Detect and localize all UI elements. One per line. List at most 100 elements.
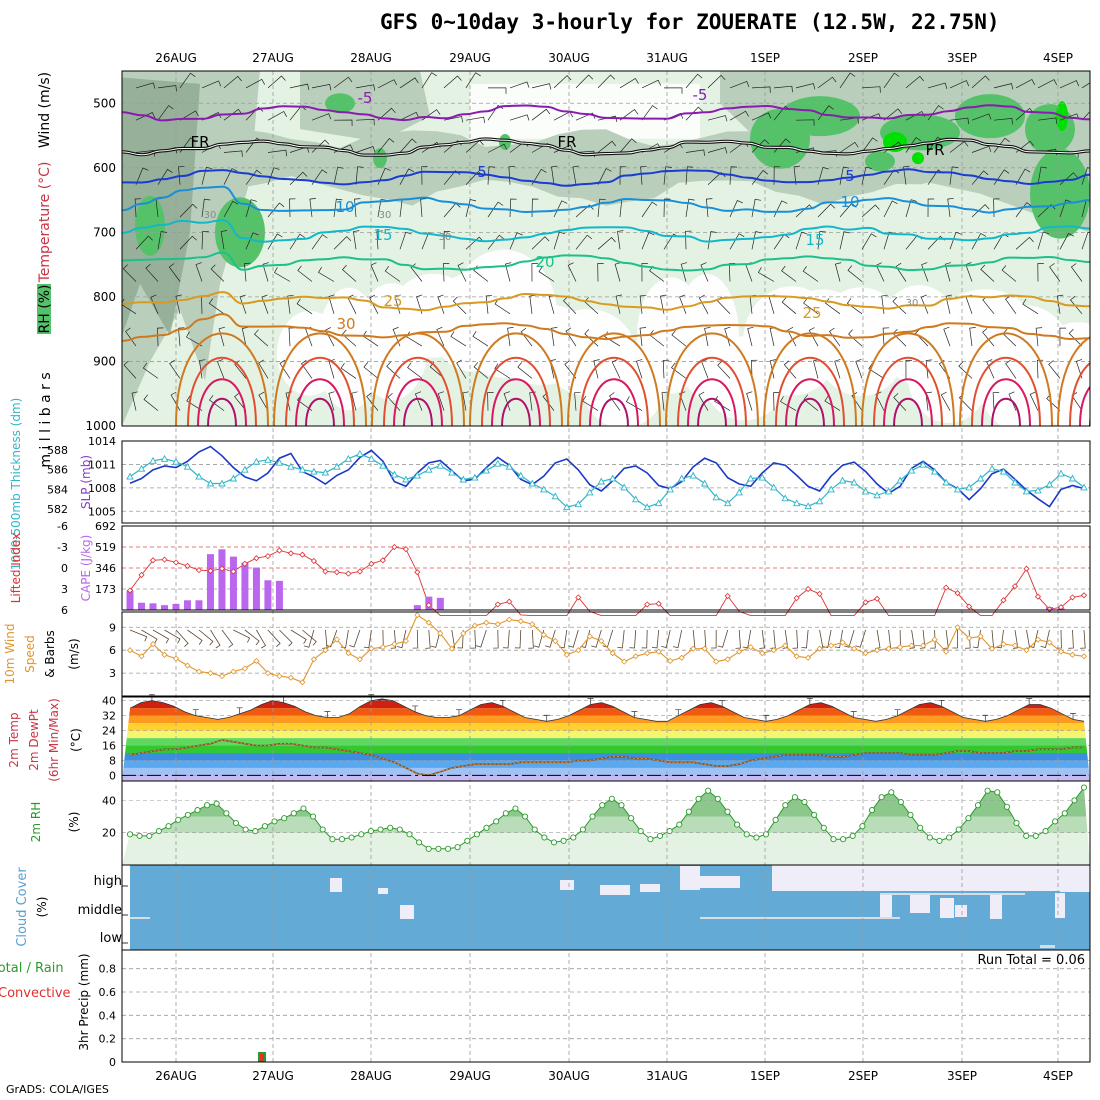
wind-barb <box>597 263 604 282</box>
wind-barb <box>636 359 643 379</box>
wind10m-point <box>310 656 317 663</box>
wind-barb <box>201 230 209 250</box>
wind-barb <box>399 77 419 89</box>
wind-barb <box>234 392 247 411</box>
wind-barb <box>1015 79 1036 89</box>
wind-barb <box>318 267 335 282</box>
precip-tick-label: 0.6 <box>99 986 117 999</box>
thickness-point <box>919 460 927 468</box>
pressure-tick-label: 500 <box>93 96 116 110</box>
rh2m-point <box>261 823 268 830</box>
contour-label: 5 <box>845 167 855 185</box>
wind10m-point <box>851 645 858 652</box>
rh2m-point <box>290 810 297 817</box>
wind-barb <box>399 111 420 121</box>
wind-barb <box>707 147 728 154</box>
rh2m-point <box>734 821 741 828</box>
wind-barb <box>855 358 863 379</box>
wind-barb <box>817 76 837 89</box>
temperature-contour <box>122 219 1090 243</box>
rh2m-point <box>358 831 365 838</box>
rh-mid-patch <box>300 71 430 142</box>
wind-barb <box>487 166 496 185</box>
temp-line <box>129 698 1085 722</box>
slp-tick-label: 1008 <box>88 482 116 495</box>
heat-contour <box>273 332 367 426</box>
wind-barb <box>465 236 484 250</box>
wind-barb <box>517 362 533 379</box>
wind10m-barb <box>1056 629 1062 649</box>
wind10m-barb <box>952 629 958 649</box>
rh2m-point <box>637 828 644 835</box>
wind-barb <box>254 329 269 347</box>
wind-barb <box>494 363 511 379</box>
thickness-point <box>356 449 364 457</box>
contour-label: 30 <box>204 210 217 221</box>
wind10m-point <box>276 673 283 680</box>
wind-barb <box>639 327 647 347</box>
wind10m-point <box>793 653 800 660</box>
heat-contour <box>393 378 443 426</box>
wind-barb <box>793 165 801 185</box>
wind-barb <box>700 262 709 282</box>
wind-barb <box>824 395 841 411</box>
thickness-tick-label: 584 <box>47 483 68 496</box>
wind10m-barb <box>390 629 397 649</box>
wind10m-barb <box>834 629 843 649</box>
wind-barb <box>1037 204 1056 218</box>
temp-band <box>122 723 1090 731</box>
wind-barb <box>1081 167 1090 185</box>
wind10m-point <box>368 645 375 652</box>
chart-title: GFS 0~10day 3-hourly for ZOUERATE (12.5W… <box>380 10 1000 34</box>
wind-barb <box>780 396 797 411</box>
wind-barb <box>485 294 493 314</box>
wind-barb <box>1081 111 1090 121</box>
wind-barb <box>342 264 357 282</box>
rh2m-point <box>348 834 355 841</box>
wind-barb <box>921 262 929 282</box>
cape-tick-label: 173 <box>95 583 116 596</box>
thickness-point <box>126 472 134 480</box>
rh2m-point <box>512 805 519 812</box>
wind-barb <box>993 198 1000 218</box>
wind10m-barb <box>689 629 696 649</box>
rh2m-point <box>223 810 230 817</box>
wind10m-point <box>506 616 513 623</box>
wind-barb <box>787 326 797 347</box>
rh2m-point <box>165 823 172 830</box>
wind-barb <box>945 294 952 314</box>
rh2m-point <box>329 836 336 843</box>
rh2m-point <box>599 802 606 809</box>
lifted-index-point <box>414 569 421 576</box>
wind-barb <box>839 141 859 153</box>
top-day-label: 4SEP <box>1043 51 1073 65</box>
temp-minmax-whisker <box>1026 698 1033 705</box>
temp-minmax-whisker <box>412 705 419 712</box>
wind-barb <box>1048 360 1061 379</box>
run-total-label: Run Total = 0.06 <box>977 953 1085 968</box>
thickness-point <box>976 474 985 482</box>
panel-frame <box>121 525 1091 611</box>
wind10m-barb <box>591 629 602 648</box>
wind10m-point <box>218 673 226 680</box>
wind10m-point <box>908 642 915 649</box>
wind-barb <box>839 72 856 89</box>
wind10m-point <box>425 619 432 626</box>
wind10m-point <box>391 641 398 648</box>
wind-barb <box>421 72 437 89</box>
wind10m-barb <box>198 629 214 646</box>
wind-barb <box>456 359 467 379</box>
data-marks <box>126 449 1088 1062</box>
top-day-label: 31AUG <box>646 51 688 65</box>
wind-barb <box>717 360 731 379</box>
rh-saturated-patch <box>912 152 924 165</box>
wind10m-point <box>1057 648 1065 655</box>
wind-barb <box>1029 391 1039 411</box>
wind-barb <box>817 203 836 218</box>
wind-barb <box>617 230 624 250</box>
wind-barb <box>311 83 332 91</box>
wind10m-point <box>241 665 248 672</box>
heat-contour <box>1079 385 1090 426</box>
temperature-contour <box>122 104 1090 122</box>
wind-barb <box>993 233 1009 250</box>
